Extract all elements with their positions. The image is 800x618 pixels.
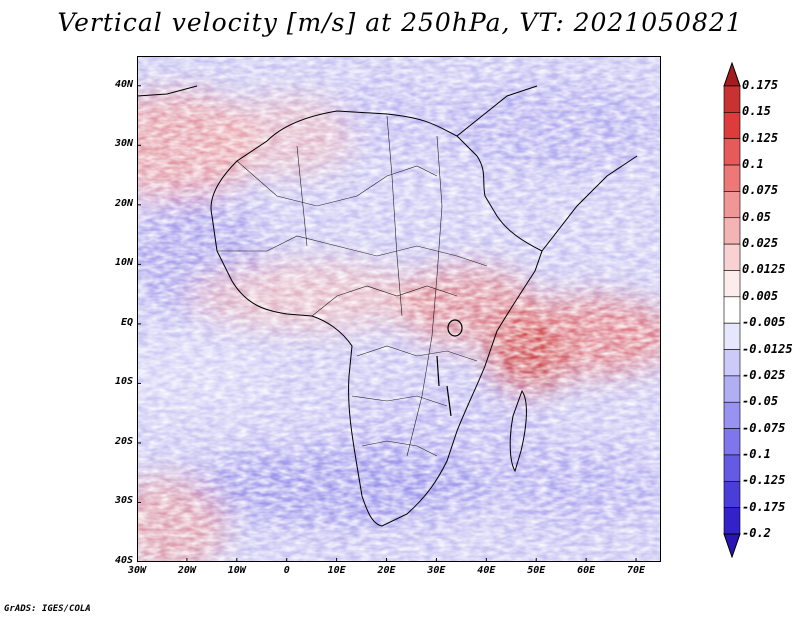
country-borders	[217, 115, 488, 457]
lat-label-30n: 30N	[114, 138, 133, 150]
colorbar-label: 0.1	[742, 157, 764, 172]
colorbar-label: 0.0125	[742, 262, 786, 277]
colorbar-swatch	[723, 322, 741, 350]
colorbar-swatch	[723, 401, 741, 429]
colorbar-swatch	[723, 349, 741, 377]
field-texture	[137, 56, 661, 562]
lon-label-10e: 10E	[327, 565, 346, 576]
colorbar-label: -0.075	[742, 420, 786, 435]
map-title: Vertical velocity [m/s] at 250hPa, VT: 2…	[57, 8, 743, 37]
lon-label-20w: 20W	[177, 565, 196, 576]
colorbar-swatch	[723, 507, 741, 535]
colorbar-label: -0.1	[742, 446, 771, 461]
colorbar-swatch	[723, 428, 741, 456]
lon-label-10w: 10W	[227, 565, 246, 576]
grads-credit: GrADS: IGES/COLA	[4, 604, 91, 614]
lon-label-60e: 60E	[577, 565, 596, 576]
lon-label-30e: 30E	[427, 565, 446, 576]
colorbar-swatch	[723, 112, 741, 140]
map-frame	[137, 56, 661, 562]
colorbar-swatch	[723, 296, 741, 324]
lat-label-10s: 10S	[114, 376, 133, 388]
vertical-velocity-map	[137, 56, 661, 562]
colorbar-label: -0.175	[742, 499, 786, 514]
lat-label-eq: EQ	[120, 316, 133, 328]
lat-label-20s: 20S	[114, 435, 133, 447]
colorbar-swatch	[723, 164, 741, 192]
axis-ticks	[137, 85, 637, 562]
lat-label-40s: 40S	[114, 555, 133, 566]
colorbar-label: 0.175	[742, 78, 779, 92]
colorbar-swatch	[723, 480, 741, 508]
lat-label-10n: 10N	[114, 257, 133, 269]
colorbar-label: 0.05	[742, 209, 771, 224]
lat-label-20n: 20N	[114, 197, 133, 209]
colorbar-bottom-arrow	[723, 533, 741, 559]
colorbar-swatches	[723, 61, 741, 559]
colorbar-label: 0.075	[742, 183, 779, 198]
lon-label-40e: 40E	[477, 565, 496, 576]
colorbar-swatch	[723, 270, 741, 298]
colorbar-label: -0.005	[742, 315, 786, 330]
colorbar-top-arrow	[723, 61, 741, 87]
map-panel: 40N 30N 20N 10N EQ 10S 20S 30S 40S 30W 20W 10W 0 10E…	[115, 56, 661, 576]
colorbar-label: 0.005	[742, 288, 779, 303]
lakes	[436, 319, 463, 417]
colorbar-swatch	[723, 217, 741, 245]
lon-label-0: 0	[283, 565, 290, 576]
lon-label-70e: 70E	[627, 565, 646, 576]
colorbar-label: -0.2	[742, 526, 771, 540]
lat-label-30s: 30S	[114, 495, 133, 507]
colorbar-label: -0.05	[742, 394, 779, 409]
lon-label-20e: 20E	[377, 565, 396, 576]
colorbar: 0.175 0.15 0.125 0.1 0.075 0.05 0.025 0.0125 0.0…	[722, 61, 793, 562]
colorbar-swatch	[723, 454, 741, 482]
colorbar-swatch	[723, 191, 741, 219]
colorbar-label: -0.0125	[742, 341, 793, 356]
colorbar-swatch	[723, 375, 741, 403]
colorbar-label: -0.025	[742, 367, 786, 382]
colorbar-label: 0.125	[742, 130, 779, 145]
lat-label-40n: 40N	[114, 78, 133, 90]
lon-label-30w: 30W	[127, 565, 147, 576]
colorbar-swatch	[723, 85, 741, 113]
colorbar-swatch	[723, 243, 741, 271]
colorbar-swatch	[723, 138, 741, 166]
colorbar-label: 0.15	[742, 104, 771, 119]
coastline	[137, 85, 638, 527]
lon-label-50e: 50E	[527, 565, 546, 576]
colorbar-label: -0.125	[742, 473, 786, 488]
colorbar-label: 0.025	[742, 236, 779, 251]
